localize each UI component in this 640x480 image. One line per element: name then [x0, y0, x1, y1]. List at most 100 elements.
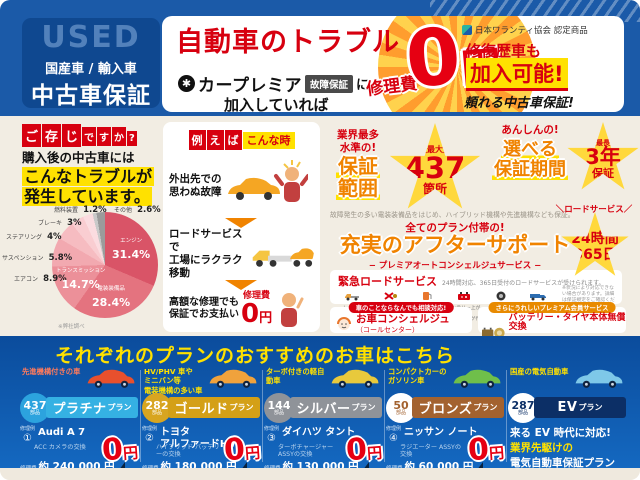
plan-repair-item: ラジエーター ASSYの交換 [400, 444, 462, 459]
plan-zero-yen: 0円 [222, 431, 261, 469]
plan-column-platinum: 先進機構付きの車 437 部品 プラチナ プラン 修理例 ① Audi A 7 ACC… [20, 366, 139, 473]
know-big-chars: ご存じ [22, 124, 82, 147]
example-card: 例えばこんな時 外出先での 思わぬ故障 ロードサービスで 工場にラクラク移動 [163, 122, 320, 332]
plan-parts-badge: 437 部品 [20, 393, 50, 423]
feature-b-tagline: あんしんの! [501, 124, 559, 136]
plan-ev-message: 来る EV 時代に対応! 業界先駆けの 電気自動車保証プラン [510, 427, 615, 470]
hero-panel: 自動車のトラブル ✱ カープレミア 故障保証 に 加入していれば 修理費 0円 … [162, 16, 624, 112]
plans-title: それぞれのプランのおすすめのお車はこちら [55, 345, 456, 367]
pie-callout-aircon: エアコン 8.9% [14, 274, 67, 284]
intro-line2: こんなトラブルが [22, 167, 155, 186]
pie-label-engine: エンジン 31.4% [112, 238, 151, 262]
example-zero-yen: 修理費 0円 [241, 290, 273, 329]
bottom-strip [0, 468, 640, 480]
plan-example: 修理例 ④ ニッサン ノート [386, 426, 478, 444]
plan-car-icon [87, 369, 135, 388]
trouble-pie-chart [52, 212, 158, 318]
star-437-parts: ＼最大／ 437 箇所 [389, 123, 481, 209]
did-you-know-heading: ご存じですか? [22, 124, 138, 147]
concierge-card: 車のことならなんでも相談対応! お車コンシェルジュ （コールセンター） [330, 302, 472, 334]
example-heading: 例えばこんな時 [163, 129, 320, 150]
warranty-association-logo [462, 25, 472, 35]
plan-target: 国産の電気自動車 [510, 367, 569, 376]
premium-card: さらにうれしいプレミアム会員サービス バッテリー・タイヤ本体無償交換 ロードサー… [478, 302, 626, 350]
support-title: 充実のアフターサポート [339, 233, 571, 257]
emergency-road-service-card: 緊急ロードサービス 24時間対応、365日受付のロードサービスが受けられます。 … [330, 270, 622, 328]
used-watermark: USED [41, 20, 141, 55]
support-subtitle: − プレミアオートコンシェルジュサービス − [368, 261, 542, 271]
support-tagline: 全てのプラン付帯の! [405, 222, 505, 234]
particle-ni: に [356, 78, 370, 93]
plan-zero-yen: 0円 [466, 431, 505, 469]
plan-parts-badge: 282 部品 [142, 393, 172, 423]
premium-title: バッテリー・タイヤ本体無償交換 [508, 313, 626, 332]
intro-line1: 購入後の中古車には [22, 150, 135, 165]
plan-column-bronze: コンパクトカーの ガソリン車 50 部品 ブロンズ プラン 修理例 ④ ニッサン ノート… [386, 366, 505, 473]
plan-name-box: ゴールド プラン [168, 397, 260, 418]
used-car-box: USED 国産車 / 輸入車 中古車保証 [22, 18, 160, 109]
plan-name-box: ブロンズ プラン [412, 397, 504, 418]
plan-column-ev: 国産の電気自動車 287 部品 EV プラン 来る EV 時代に対応! 業界先駆けの電… [508, 366, 626, 469]
hero-title: 自動車のトラブル [176, 27, 400, 58]
concierge-pill: 車のことならなんでも相談対応! [348, 302, 454, 313]
association-row: 日本ワランティ協会 認定商品 [462, 24, 588, 36]
pie-callout-brake: ブレーキ 3% [38, 218, 82, 228]
plan-parts-badge: 144 部品 [264, 393, 294, 423]
plan-target: HV/PHV 車や ミニバン等 電装機構の多い車 [144, 367, 203, 395]
plan-parts-badge: 50 部品 [386, 393, 416, 423]
pie-callout-steering: ステアリング 4% [6, 232, 62, 242]
brand-name: カープレミア [198, 76, 302, 96]
plan-name-box: プラチナ プラン [46, 397, 138, 418]
plan-example: 修理例 ① Audi A 7 [20, 426, 86, 444]
feature-a-title: 保証 範囲 [336, 154, 380, 201]
plan-car-icon [331, 369, 379, 388]
emergency-desc: 24時間対応、365日受付のロードサービスが受けられます。 [442, 280, 605, 287]
pie-label-electrical: 電装装備品 28.4% [92, 286, 131, 310]
plan-repair-item: ハイブリッド バッテリーの交換 [156, 444, 220, 459]
happy-person-illustration [281, 293, 304, 327]
plan-zero-yen: 0円 [344, 431, 383, 469]
plan-name-box: EV プラン [534, 397, 626, 418]
feature-b-title: 選べる 保証期間 [492, 139, 568, 181]
coverage-footnote: 故障発生の多い電装装備品をはじめ、ハイブリッド機構や先進機構なども保証。 [330, 211, 575, 219]
repaired-history-line1: 修復歴車も [466, 42, 542, 60]
know-small-chars: ですか? [82, 126, 138, 146]
plan-target: コンパクトカーの ガソリン車 [388, 367, 447, 386]
association-label: 日本ワランティ協会 認定商品 [475, 26, 588, 36]
down-arrow-icon [225, 218, 257, 228]
fault-warranty-badge: 故障保証 [304, 74, 353, 93]
used-car-warranty-label: 中古車保証 [31, 83, 151, 109]
car-premium-gear-icon: ✱ [178, 75, 195, 92]
pie-label-transmission: トランスミッション 14.7% [56, 268, 106, 292]
emergency-title: 緊急ロードサービス [338, 275, 437, 288]
example-step1: 外出先での 思わぬ故障 [169, 158, 314, 214]
headset-operator-icon [337, 317, 351, 331]
example-step2: ロードサービスで 工場にラクラク移動 [169, 228, 314, 279]
zero-digit: 0 [402, 16, 465, 106]
tow-truck-illustration [252, 248, 314, 267]
plan-repair-item: ターボチャージャー ASSYの交換 [278, 444, 334, 459]
pie-callout-fuel: 燃料装置 1.2% [54, 205, 107, 215]
battery-tire-icon [482, 327, 505, 339]
plan-zero-yen: 0円 [100, 431, 139, 469]
concierge-title: お車コンシェルジュ [356, 313, 450, 325]
plan-repair-item: ACC カメラの交換 [34, 444, 86, 451]
example-step3: 高額な修理でも 保証でお支払い 修理費 0円 [169, 290, 314, 328]
header-band: USED 国産車 / 輸入車 中古車保証 自動車のトラブル ✱ カープレミア 故… [0, 0, 640, 116]
plan-target: ターボ付きの軽自動車 [266, 367, 325, 386]
pie-footnote: ※弊社調べ [58, 324, 85, 330]
plan-target: 先進機構付きの車 [22, 367, 81, 376]
down-arrow-icon [225, 280, 257, 290]
plan-name-box: シルバー プラン [290, 397, 382, 418]
road-service-star-label: ＼ロードサービス／ [555, 205, 633, 215]
plan-column-silver: ターボ付きの軽自動車 144 部品 シルバー プラン 修理例 ③ ダイハツ タント タ… [264, 366, 383, 473]
plan-column-gold: HV/PHV 車や ミニバン等 電装機構の多い車 282 部品 ゴールド プラン 修理例… [142, 366, 261, 473]
plans-band: それぞれのプランのおすすめのお車はこちら 先進機構付きの車 437 部品 プラチナ… [0, 336, 640, 473]
feature-a-tagline: 業界最多 水準の! [337, 129, 379, 154]
plan-example: 修理例 ② トヨタ アルファードHV [142, 426, 237, 450]
pie-callout-other: その他 2.6% [114, 205, 161, 215]
repaired-history-line3: 頼れる中古車保証! [464, 96, 574, 111]
repaired-history-line2: 加入可能! [466, 58, 568, 91]
brand-row: ✱ カープレミア 故障保証 に [178, 71, 369, 96]
